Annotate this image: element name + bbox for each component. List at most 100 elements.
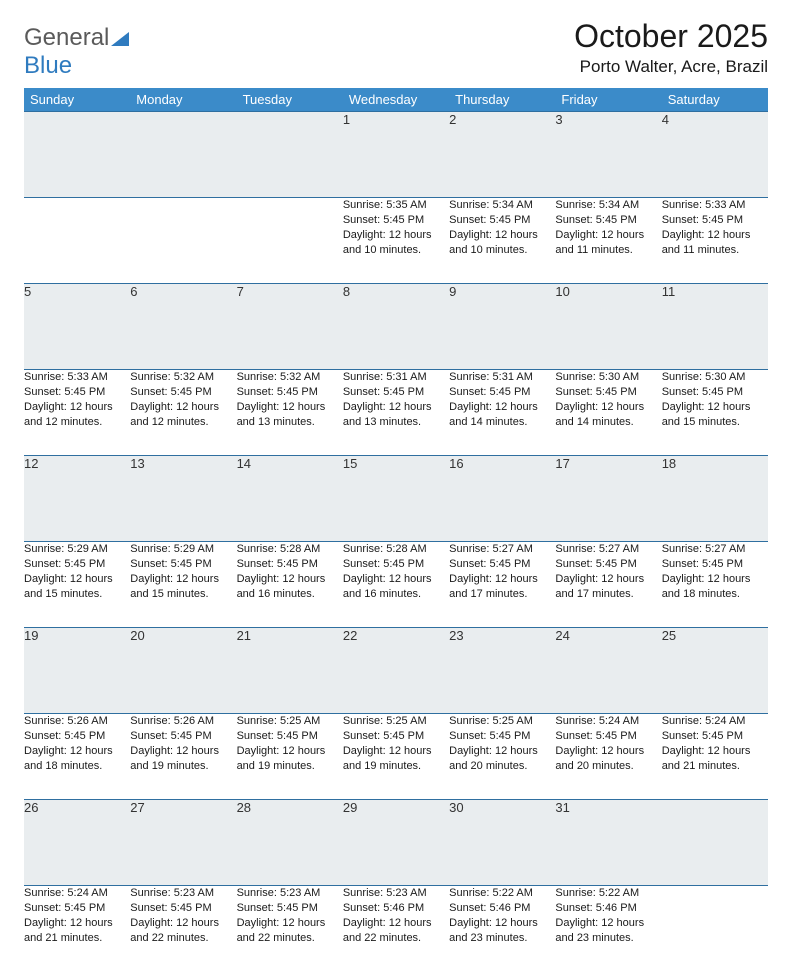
sunset-line: Sunset: 5:45 PM (555, 729, 661, 744)
day-number-cell: 29 (343, 800, 449, 886)
day-number-cell: 18 (662, 456, 768, 542)
daylight-line: Daylight: 12 hours and 17 minutes. (449, 572, 555, 602)
sunset-line: Sunset: 5:45 PM (662, 729, 768, 744)
calendar-body: 1 23 4 Sunrise: 5:35 AMSunset: 5:45 PMDayl… (24, 112, 768, 972)
sunrise-line: Sunrise: 5:31 AM (343, 370, 449, 385)
day-number-cell: 30 (449, 800, 555, 886)
day-number-cell: 11 (662, 284, 768, 370)
sunset-line: Sunset: 5:46 PM (555, 901, 661, 916)
day-number-cell: 14 (237, 456, 343, 542)
day-info-cell: Sunrise: 5:26 AMSunset: 5:45 PMDaylight:… (24, 714, 130, 800)
daylight-line: Daylight: 12 hours and 10 minutes. (449, 228, 555, 258)
day-number-cell: 28 (237, 800, 343, 886)
weekday-header: Wednesday (343, 88, 449, 112)
sunset-line: Sunset: 5:45 PM (237, 385, 343, 400)
weekday-header: Saturday (662, 88, 768, 112)
daylight-line: Daylight: 12 hours and 11 minutes. (662, 228, 768, 258)
daynum-row: 12131415161718 (24, 456, 768, 542)
sunset-line: Sunset: 5:45 PM (343, 213, 449, 228)
daylight-line: Daylight: 12 hours and 21 minutes. (24, 916, 130, 946)
info-row: Sunrise: 5:35 AMSunset: 5:45 PMDaylight:… (24, 198, 768, 284)
sunrise-line: Sunrise: 5:33 AM (24, 370, 130, 385)
daylight-line: Daylight: 12 hours and 18 minutes. (662, 572, 768, 602)
day-number-cell: 22 (343, 628, 449, 714)
day-info-cell: Sunrise: 5:25 AMSunset: 5:45 PMDaylight:… (449, 714, 555, 800)
sunrise-line: Sunrise: 5:22 AM (449, 886, 555, 901)
daylight-line: Daylight: 12 hours and 18 minutes. (24, 744, 130, 774)
day-number-cell: 19 (24, 628, 130, 714)
daylight-line: Daylight: 12 hours and 12 minutes. (24, 400, 130, 430)
daylight-line: Daylight: 12 hours and 13 minutes. (343, 400, 449, 430)
day-info-cell: Sunrise: 5:31 AMSunset: 5:45 PMDaylight:… (449, 370, 555, 456)
day-number-cell (130, 112, 236, 198)
day-number-cell: 16 (449, 456, 555, 542)
sunset-line: Sunset: 5:45 PM (555, 385, 661, 400)
location-label: Porto Walter, Acre, Brazil (574, 57, 768, 77)
logo-part1: General (24, 24, 109, 51)
sunset-line: Sunset: 5:45 PM (555, 557, 661, 572)
day-number-cell: 20 (130, 628, 236, 714)
day-info-cell: Sunrise: 5:23 AMSunset: 5:45 PMDaylight:… (130, 886, 236, 972)
sunset-line: Sunset: 5:45 PM (662, 213, 768, 228)
day-number-cell: 21 (237, 628, 343, 714)
sunset-line: Sunset: 5:45 PM (449, 729, 555, 744)
info-row: Sunrise: 5:24 AMSunset: 5:45 PMDaylight:… (24, 886, 768, 972)
day-info-cell: Sunrise: 5:27 AMSunset: 5:45 PMDaylight:… (555, 542, 661, 628)
sunrise-line: Sunrise: 5:27 AM (662, 542, 768, 557)
daylight-line: Daylight: 12 hours and 16 minutes. (343, 572, 449, 602)
day-number-cell: 1 (343, 112, 449, 198)
day-number-cell: 17 (555, 456, 661, 542)
sunrise-line: Sunrise: 5:28 AM (237, 542, 343, 557)
daylight-line: Daylight: 12 hours and 20 minutes. (449, 744, 555, 774)
daylight-line: Daylight: 12 hours and 12 minutes. (130, 400, 236, 430)
logo-text: General Blue (24, 24, 131, 80)
month-title: October 2025 (574, 18, 768, 55)
sunrise-line: Sunrise: 5:23 AM (130, 886, 236, 901)
sunset-line: Sunset: 5:45 PM (662, 557, 768, 572)
day-info-cell: Sunrise: 5:23 AMSunset: 5:45 PMDaylight:… (237, 886, 343, 972)
day-number-cell: 24 (555, 628, 661, 714)
sunrise-line: Sunrise: 5:26 AM (24, 714, 130, 729)
day-number-cell: 2 (449, 112, 555, 198)
day-info-cell: Sunrise: 5:24 AMSunset: 5:45 PMDaylight:… (24, 886, 130, 972)
daylight-line: Daylight: 12 hours and 23 minutes. (555, 916, 661, 946)
day-number-cell: 5 (24, 284, 130, 370)
sunrise-line: Sunrise: 5:34 AM (449, 198, 555, 213)
sunset-line: Sunset: 5:45 PM (449, 213, 555, 228)
logo: General Blue (24, 24, 131, 80)
day-number-cell: 23 (449, 628, 555, 714)
day-info-cell: Sunrise: 5:22 AMSunset: 5:46 PMDaylight:… (449, 886, 555, 972)
sunset-line: Sunset: 5:45 PM (24, 385, 130, 400)
sunrise-line: Sunrise: 5:25 AM (449, 714, 555, 729)
day-info-cell: Sunrise: 5:25 AMSunset: 5:45 PMDaylight:… (343, 714, 449, 800)
daylight-line: Daylight: 12 hours and 22 minutes. (130, 916, 236, 946)
calendar-table: SundayMondayTuesdayWednesdayThursdayFrid… (24, 88, 768, 972)
day-info-cell (237, 198, 343, 284)
sail-icon (109, 24, 131, 51)
day-number-cell (24, 112, 130, 198)
calendar-header-row: SundayMondayTuesdayWednesdayThursdayFrid… (24, 88, 768, 112)
day-info-cell: Sunrise: 5:27 AMSunset: 5:45 PMDaylight:… (662, 542, 768, 628)
sunset-line: Sunset: 5:45 PM (555, 213, 661, 228)
sunset-line: Sunset: 5:45 PM (237, 557, 343, 572)
day-info-cell: Sunrise: 5:23 AMSunset: 5:46 PMDaylight:… (343, 886, 449, 972)
weekday-header: Thursday (449, 88, 555, 112)
day-info-cell: Sunrise: 5:26 AMSunset: 5:45 PMDaylight:… (130, 714, 236, 800)
day-info-cell: Sunrise: 5:32 AMSunset: 5:45 PMDaylight:… (237, 370, 343, 456)
daylight-line: Daylight: 12 hours and 23 minutes. (449, 916, 555, 946)
day-number-cell: 7 (237, 284, 343, 370)
sunset-line: Sunset: 5:46 PM (343, 901, 449, 916)
day-number-cell: 4 (662, 112, 768, 198)
sunrise-line: Sunrise: 5:27 AM (555, 542, 661, 557)
day-info-cell (130, 198, 236, 284)
day-info-cell (662, 886, 768, 972)
sunset-line: Sunset: 5:45 PM (343, 385, 449, 400)
sunset-line: Sunset: 5:45 PM (24, 901, 130, 916)
day-number-cell: 27 (130, 800, 236, 886)
daylight-line: Daylight: 12 hours and 19 minutes. (130, 744, 236, 774)
daylight-line: Daylight: 12 hours and 15 minutes. (24, 572, 130, 602)
sunrise-line: Sunrise: 5:24 AM (555, 714, 661, 729)
sunrise-line: Sunrise: 5:26 AM (130, 714, 236, 729)
daylight-line: Daylight: 12 hours and 15 minutes. (662, 400, 768, 430)
day-info-cell: Sunrise: 5:32 AMSunset: 5:45 PMDaylight:… (130, 370, 236, 456)
